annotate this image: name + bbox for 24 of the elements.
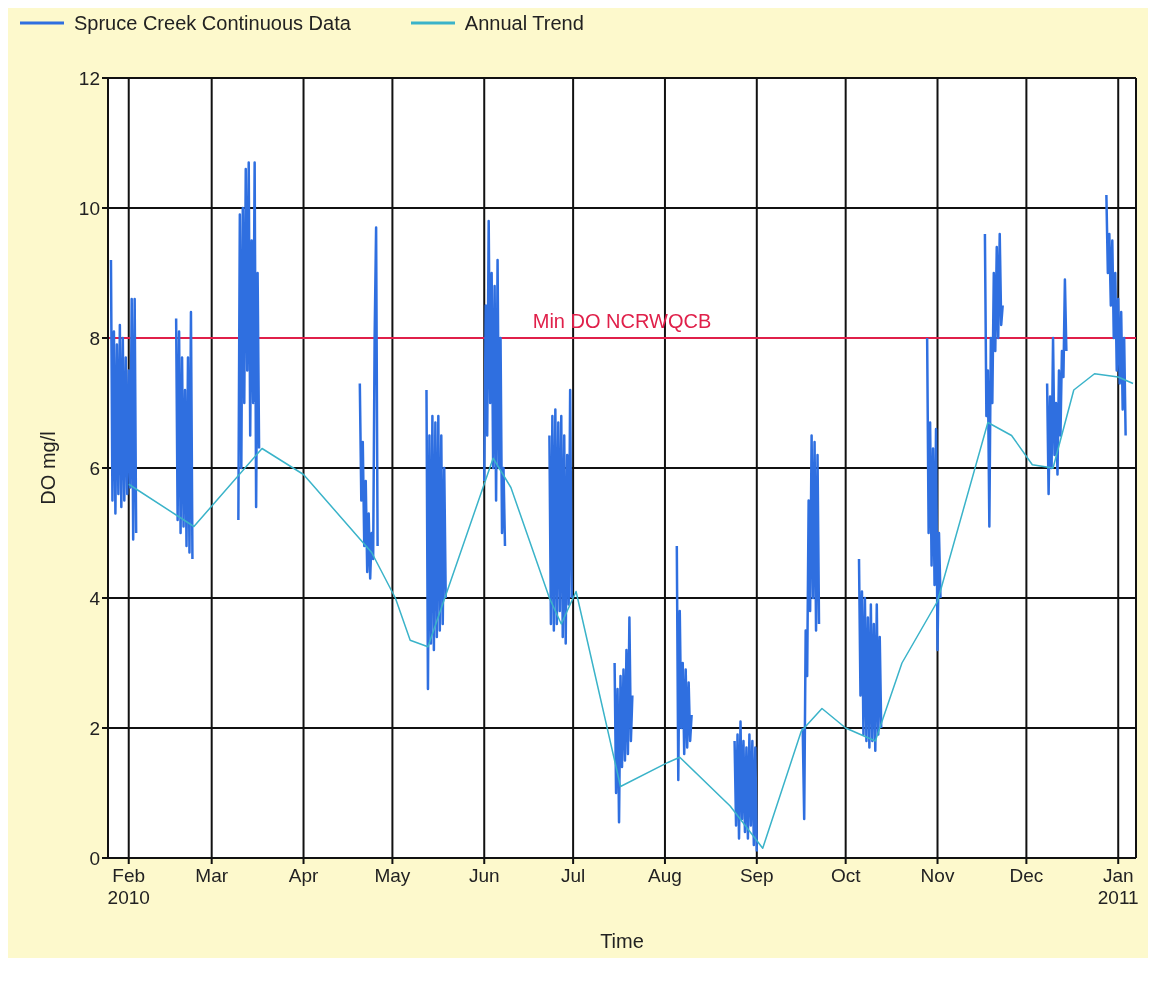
x-tick-label: Feb 2010 — [107, 865, 150, 908]
y-tick-label: 8 — [89, 327, 100, 349]
y-tick-label: 6 — [89, 457, 100, 479]
x-tick-label: May — [374, 865, 411, 886]
x-tick-label: Aug — [648, 865, 682, 886]
y-axis-title: DO mg/l — [37, 431, 60, 505]
x-tick-label: Jun — [468, 865, 500, 886]
x-tick-label: Mar — [195, 865, 229, 886]
y-tick-label: 0 — [89, 847, 100, 869]
y-tick-label: 4 — [89, 587, 101, 609]
x-tick-label: Sep — [739, 865, 774, 886]
y-tick-label: 2 — [89, 717, 100, 739]
line-series — [127, 373, 1134, 849]
y-tick-label: 12 — [78, 67, 100, 89]
x-tick-label: Nov — [920, 865, 955, 886]
x-tick-label: Oct — [830, 865, 862, 886]
x-tick-label: Apr — [288, 865, 319, 886]
x-tick-label: Jan 2011 — [1097, 865, 1139, 908]
legend-label: Annual Trend — [464, 11, 584, 35]
x-axis-title: Time — [600, 930, 644, 952]
legend-label: Spruce Creek Continuous Data — [74, 11, 351, 35]
x-tick-label: Dec — [1009, 865, 1044, 886]
y-tick-label: 10 — [78, 197, 100, 219]
x-tick-label: Jul — [560, 865, 586, 886]
